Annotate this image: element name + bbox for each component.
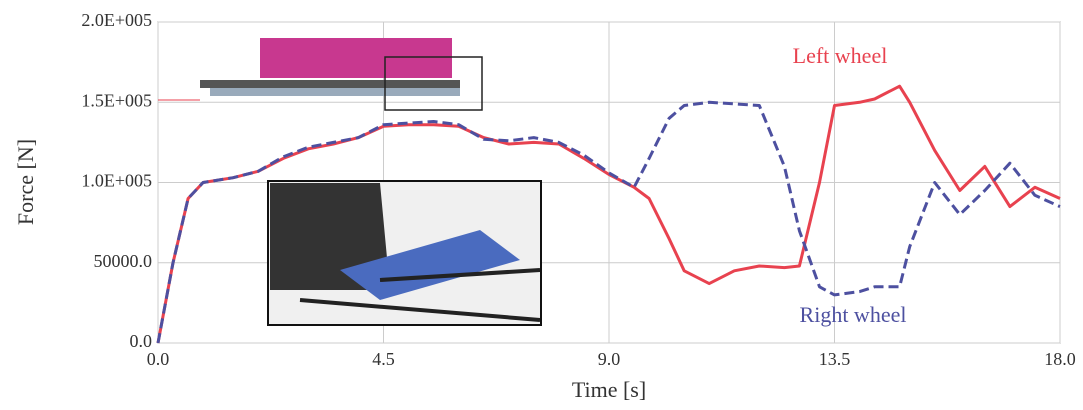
inset-top	[158, 38, 483, 111]
inset-body	[260, 38, 452, 78]
inset-box	[384, 56, 483, 111]
inset-frame	[200, 80, 460, 88]
y-tick-label: 1.5E+005	[81, 90, 152, 110]
inset-photo-rail	[379, 268, 541, 282]
y-axis-label: Force [N]	[13, 139, 38, 225]
series-line	[156, 100, 1061, 344]
inset-photo-shape	[340, 230, 520, 300]
series-lines	[156, 84, 1061, 344]
x-tick-label: 0.0	[147, 349, 170, 369]
x-tick-label: 13.5	[819, 349, 851, 369]
y-tick-label: 2.0E+005	[81, 10, 152, 30]
inset-photo-rail	[299, 298, 541, 322]
y-tick-label: 1.0E+005	[81, 171, 152, 191]
x-tick-label: 18.0	[1044, 349, 1076, 369]
inset-photo-shape	[270, 183, 390, 290]
x-tick-label: 4.5	[372, 349, 395, 369]
y-tick-label: 0.0	[130, 331, 153, 351]
y-tick-label: 50000.0	[94, 251, 153, 271]
x-axis-label: Time [s]	[572, 377, 646, 402]
series-label: Left wheel	[793, 43, 888, 68]
x-tick-label: 9.0	[598, 349, 621, 369]
inset-photo	[267, 180, 542, 326]
inset-frame	[210, 88, 460, 96]
series-label: Right wheel	[800, 302, 907, 327]
